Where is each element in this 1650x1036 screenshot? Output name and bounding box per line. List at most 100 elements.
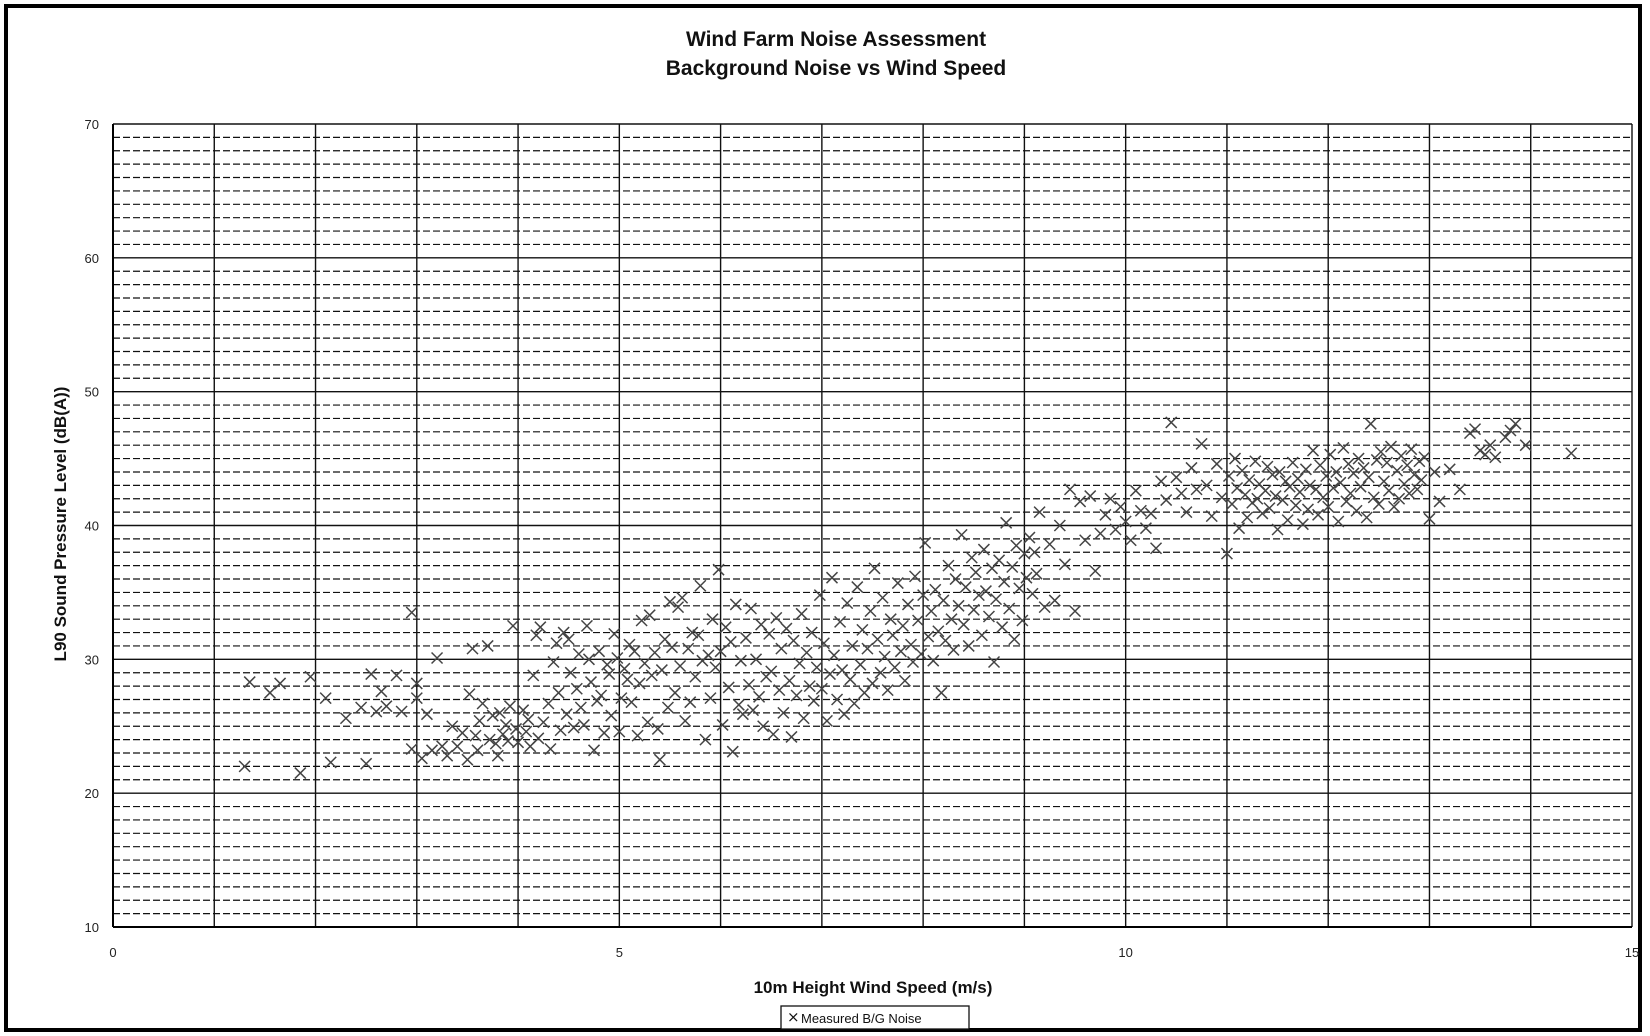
data-point bbox=[1479, 448, 1492, 461]
data-point bbox=[534, 621, 547, 634]
data-point bbox=[491, 749, 504, 762]
data-point bbox=[651, 722, 664, 735]
data-point bbox=[937, 594, 950, 607]
data-point bbox=[274, 677, 287, 690]
data-point bbox=[841, 597, 854, 610]
chart-subtitle: Background Noise vs Wind Speed bbox=[666, 57, 1007, 80]
data-point bbox=[572, 647, 585, 661]
data-point bbox=[1259, 484, 1272, 497]
data-point bbox=[982, 610, 995, 623]
data-point bbox=[1033, 506, 1046, 519]
data-point bbox=[476, 697, 489, 710]
data-point bbox=[823, 668, 836, 681]
data-point bbox=[1165, 416, 1178, 429]
data-point bbox=[1387, 500, 1401, 513]
data-point bbox=[461, 753, 474, 766]
data-point bbox=[844, 673, 857, 686]
data-point bbox=[1453, 483, 1466, 496]
legend-marker: × bbox=[787, 1008, 800, 1026]
data-point bbox=[1150, 542, 1163, 555]
data-point bbox=[962, 639, 975, 652]
data-point bbox=[694, 579, 707, 592]
data-point bbox=[894, 645, 907, 658]
data-point bbox=[959, 581, 972, 594]
data-point bbox=[1058, 558, 1071, 571]
data-point bbox=[1408, 468, 1421, 481]
data-point bbox=[724, 635, 737, 648]
data-point bbox=[915, 647, 928, 661]
data-point bbox=[967, 603, 980, 616]
data-point bbox=[1160, 494, 1173, 507]
data-point bbox=[1020, 571, 1033, 584]
data-point bbox=[904, 638, 918, 651]
data-point bbox=[692, 629, 705, 642]
data-point bbox=[712, 563, 725, 576]
data-point bbox=[716, 718, 729, 731]
data-point bbox=[856, 623, 869, 636]
data-point bbox=[294, 767, 307, 780]
data-point bbox=[1303, 479, 1317, 492]
data-point bbox=[672, 601, 685, 614]
data-point bbox=[815, 682, 828, 695]
data-point bbox=[1006, 560, 1019, 574]
data-point bbox=[746, 704, 760, 717]
data-point bbox=[598, 726, 611, 739]
data-point bbox=[805, 626, 818, 639]
x-tick-labels: 0 5 10 15 bbox=[109, 945, 1639, 960]
data-point bbox=[1504, 424, 1517, 437]
data-point bbox=[1364, 417, 1377, 430]
data-point bbox=[1175, 487, 1188, 500]
data-point bbox=[1200, 479, 1213, 492]
data-point bbox=[793, 657, 806, 670]
data-point bbox=[912, 614, 925, 627]
data-point bbox=[1190, 483, 1203, 496]
data-point bbox=[562, 633, 575, 646]
data-point bbox=[834, 615, 847, 628]
data-point bbox=[1312, 508, 1325, 521]
data-point bbox=[861, 642, 874, 655]
data-point bbox=[603, 668, 616, 681]
data-point bbox=[1236, 464, 1249, 477]
data-point bbox=[415, 752, 428, 765]
data-point bbox=[898, 674, 911, 687]
data-point bbox=[1347, 467, 1360, 480]
data-point bbox=[1026, 587, 1039, 600]
data-point bbox=[1499, 431, 1512, 444]
data-point bbox=[380, 700, 393, 713]
data-point bbox=[836, 664, 849, 677]
y-tick-label: 50 bbox=[85, 385, 99, 400]
data-point bbox=[618, 662, 631, 675]
data-point bbox=[780, 622, 793, 635]
data-point bbox=[643, 609, 656, 622]
data-point bbox=[499, 718, 512, 731]
data-point bbox=[601, 658, 614, 671]
data-point bbox=[714, 645, 727, 658]
data-point bbox=[1109, 523, 1122, 536]
data-point bbox=[1428, 465, 1441, 478]
data-point bbox=[1291, 472, 1304, 485]
data-point bbox=[1043, 538, 1056, 551]
data-point bbox=[1360, 511, 1373, 524]
data-point bbox=[1170, 471, 1183, 484]
data-point bbox=[1415, 473, 1428, 487]
data-point bbox=[420, 708, 433, 721]
data-point bbox=[615, 692, 628, 705]
data-point bbox=[436, 740, 449, 753]
data-point bbox=[1023, 531, 1036, 544]
data-point bbox=[473, 714, 486, 727]
data-point bbox=[1124, 534, 1137, 547]
x-tick-label: 15 bbox=[1625, 945, 1639, 960]
data-point bbox=[884, 613, 897, 626]
data-point bbox=[552, 686, 565, 699]
data-point bbox=[503, 700, 516, 713]
data-point bbox=[1180, 506, 1193, 519]
data-point bbox=[319, 692, 332, 705]
data-point bbox=[466, 642, 479, 655]
data-point bbox=[1362, 471, 1375, 484]
data-point bbox=[1433, 495, 1446, 508]
data-point bbox=[1337, 441, 1350, 454]
data-point bbox=[1301, 503, 1314, 516]
data-point bbox=[1119, 515, 1132, 528]
data-point bbox=[1469, 423, 1482, 436]
data-point bbox=[1261, 460, 1274, 473]
